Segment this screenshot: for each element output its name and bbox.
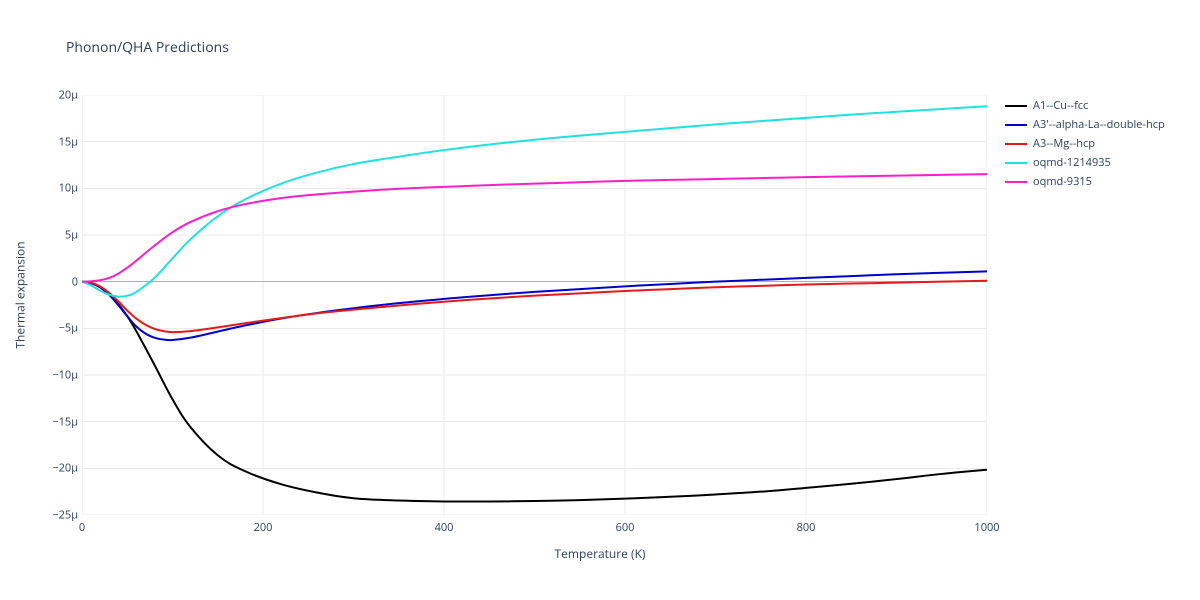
- x-axis-label: Temperature (K): [0, 545, 1200, 562]
- legend-item-s2[interactable]: A3--Mg--hcp: [1005, 134, 1165, 153]
- legend-swatch-icon: [1005, 124, 1027, 126]
- legend-item-s4[interactable]: oqmd-9315: [1005, 172, 1165, 191]
- chart-svg: [82, 95, 987, 515]
- plot-area[interactable]: [82, 95, 987, 515]
- legend-swatch-icon: [1005, 105, 1027, 107]
- x-tick-label: 800: [797, 520, 816, 535]
- x-tick-label: 200: [254, 520, 273, 535]
- x-tick-label: 400: [435, 520, 454, 535]
- legend-swatch-icon: [1005, 143, 1027, 145]
- series-line-s2[interactable]: [82, 281, 987, 332]
- y-tick-label: 20μ: [59, 88, 78, 103]
- chart-title: Phonon/QHA Predictions: [66, 38, 229, 57]
- series-line-s3[interactable]: [82, 106, 987, 296]
- y-tick-label: 15μ: [59, 134, 78, 149]
- x-tick-label: 0: [79, 520, 85, 535]
- y-tick-label: −5μ: [59, 321, 78, 336]
- legend-swatch-icon: [1005, 181, 1027, 183]
- chart-container: Phonon/QHA Predictions Thermal expansion…: [0, 0, 1200, 600]
- x-tick-label: 600: [616, 520, 635, 535]
- legend-label: A3--Mg--hcp: [1033, 136, 1095, 151]
- legend-item-s1[interactable]: A3'--alpha-La--double-hcp: [1005, 115, 1165, 134]
- legend-item-s0[interactable]: A1--Cu--fcc: [1005, 96, 1165, 115]
- legend-label: oqmd-1214935: [1033, 155, 1111, 170]
- legend-label: oqmd-9315: [1033, 174, 1092, 189]
- legend: A1--Cu--fcc A3'--alpha-La--double-hcp A3--…: [1005, 96, 1165, 191]
- y-tick-label: −10μ: [52, 368, 78, 383]
- y-axis-label: Thermal expansion: [12, 241, 29, 348]
- y-tick-label: 5μ: [65, 228, 78, 243]
- series-line-s4[interactable]: [82, 174, 987, 282]
- legend-label: A1--Cu--fcc: [1033, 98, 1088, 113]
- legend-item-s3[interactable]: oqmd-1214935: [1005, 153, 1165, 172]
- legend-label: A3'--alpha-La--double-hcp: [1033, 117, 1165, 132]
- y-tick-label: 0: [72, 274, 78, 289]
- x-tick-label: 1000: [974, 520, 999, 535]
- y-tick-label: 10μ: [59, 181, 78, 196]
- legend-swatch-icon: [1005, 162, 1027, 164]
- y-tick-label: −15μ: [52, 414, 78, 429]
- y-tick-label: −25μ: [52, 508, 78, 523]
- y-tick-label: −20μ: [52, 461, 78, 476]
